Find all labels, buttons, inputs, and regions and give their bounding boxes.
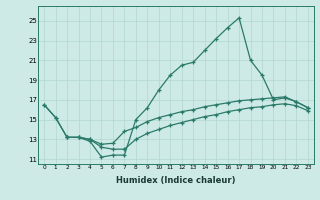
X-axis label: Humidex (Indice chaleur): Humidex (Indice chaleur) <box>116 176 236 185</box>
